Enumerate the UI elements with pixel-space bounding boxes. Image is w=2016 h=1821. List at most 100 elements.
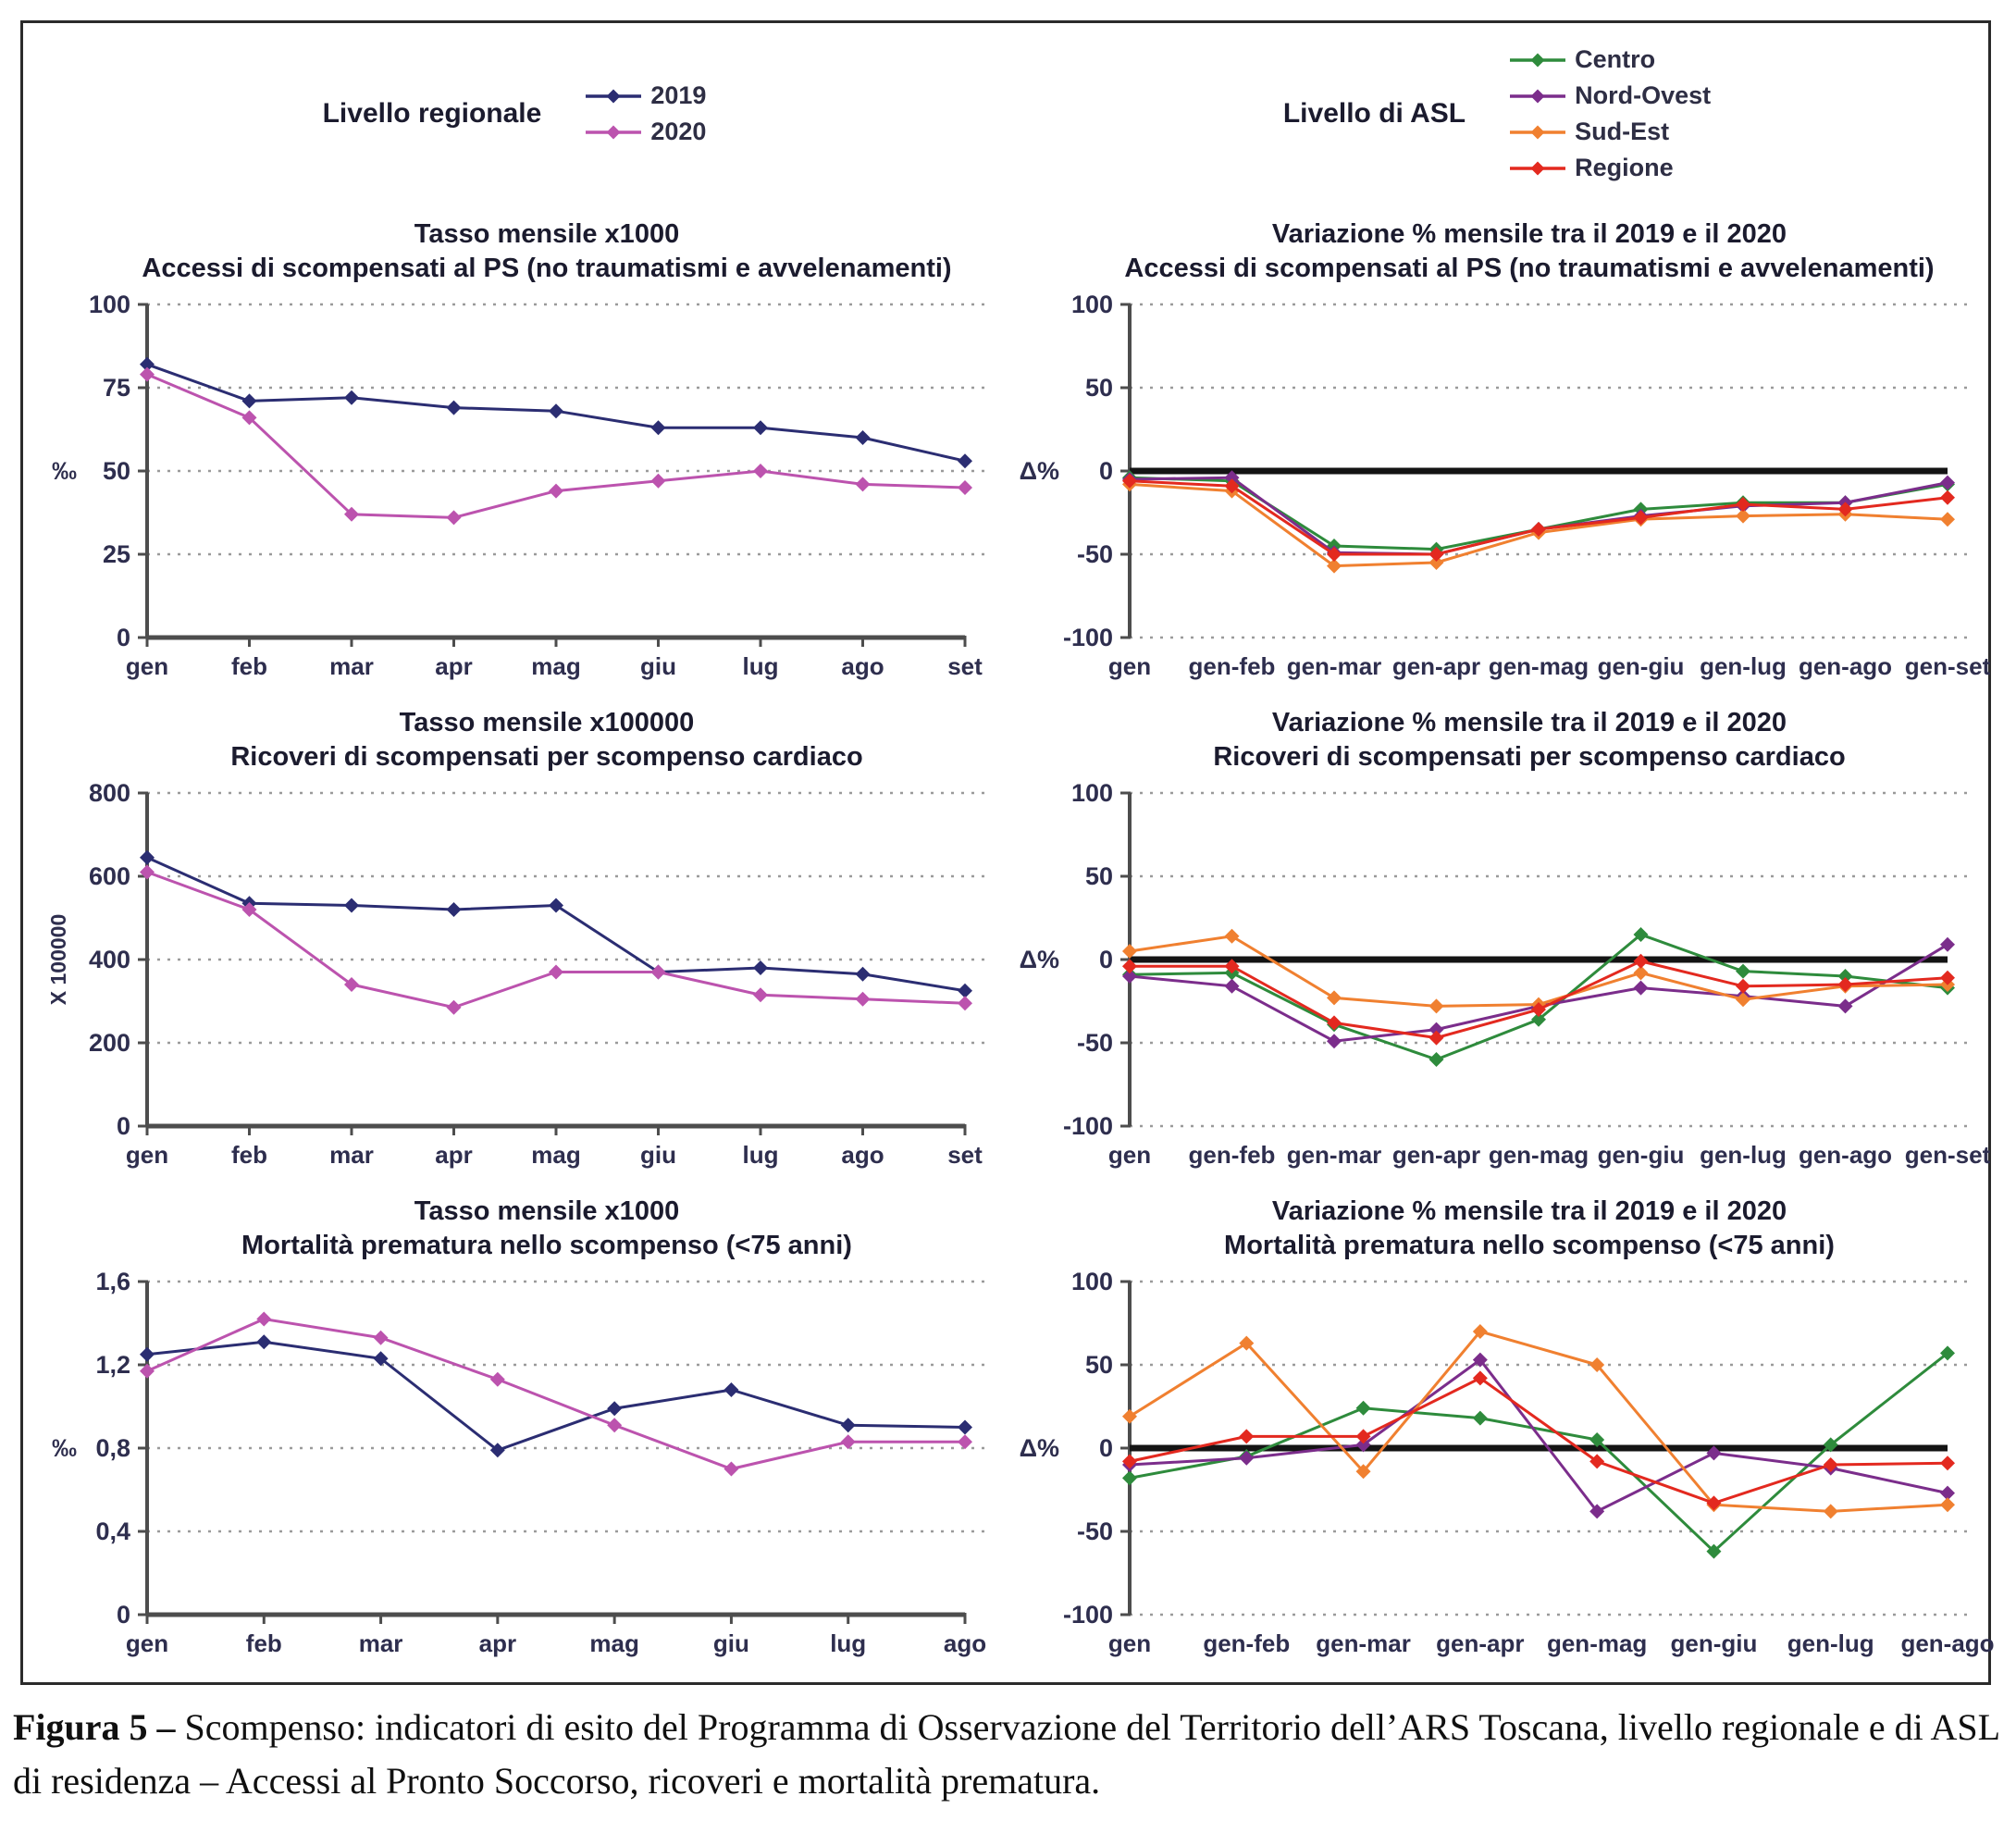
svg-text:gen-mar: gen-mar (1316, 1629, 1411, 1657)
svg-text:-50: -50 (1077, 1518, 1113, 1545)
svg-text:-100: -100 (1063, 1112, 1113, 1140)
chart-title: Variazione % mensile tra il 2019 e il 20… (1148, 706, 1845, 776)
svg-text:-100: -100 (1063, 624, 1113, 651)
svg-text:400: 400 (89, 946, 130, 973)
svg-text:gen-ago: gen-ago (1799, 652, 1892, 680)
svg-text:0,8: 0,8 (95, 1434, 130, 1462)
legend-line-marker-icon (1510, 89, 1566, 103)
svg-text:-50: -50 (1077, 540, 1113, 568)
svg-text:gen-lug: gen-lug (1700, 1141, 1787, 1169)
svg-text:gen-feb: gen-feb (1189, 1141, 1276, 1169)
chart-accessi-ps-variazione-plot: -100 -50 0 50 100 Δ% gen gen-feb gen-mar gen-apr g… (1020, 291, 1991, 680)
legend-item-2020: 2020 (584, 118, 706, 146)
legend-item-label: Nord-Ovest (1575, 81, 1712, 109)
svg-text:gen-lug: gen-lug (1700, 652, 1787, 680)
svg-text:gen-mar: gen-mar (1287, 652, 1382, 680)
svg-text:mag: mag (589, 1629, 638, 1657)
svg-text:0: 0 (1099, 946, 1113, 973)
svg-text:gen-set: gen-set (1905, 1141, 1991, 1169)
chart-title-line1: Variazione % mensile tra il 2019 e il 20… (1271, 1196, 1787, 1226)
legend-regionale: Livello regionale 2019 2020 (23, 23, 1006, 204)
chart-ricoveri-variazione: Variazione % mensile tra il 2019 e il 20… (1006, 693, 1991, 1182)
chart-title-line2: Ricoveri di scompensati per scompenso ca… (230, 742, 863, 773)
svg-text:gen-ago: gen-ago (1799, 1141, 1892, 1169)
svg-text:lug: lug (830, 1629, 866, 1657)
svg-text:100: 100 (1071, 1268, 1113, 1295)
chart-accessi-ps-variazione: Variazione % mensile tra il 2019 e il 20… (1006, 204, 1991, 693)
svg-text:gen-mag: gen-mag (1489, 1141, 1589, 1169)
svg-text:gen: gen (126, 1141, 168, 1169)
svg-text:600: 600 (89, 862, 130, 890)
svg-text:-50: -50 (1077, 1029, 1113, 1057)
chart-title-line2: Accessi di scompensati al PS (no traumat… (142, 254, 952, 284)
svg-text:25: 25 (103, 540, 130, 568)
chart-mortalita-variazione: Variazione % mensile tra il 2019 e il 20… (1006, 1182, 1995, 1670)
chart-accessi-ps-tasso: Tasso mensile x1000 Accessi di scompensa… (23, 204, 1006, 693)
svg-text:giu: giu (640, 1141, 676, 1169)
svg-text:1,2: 1,2 (95, 1351, 130, 1379)
svg-text:gen: gen (1108, 1629, 1151, 1657)
svg-text:gen: gen (1108, 652, 1151, 680)
svg-text:0,4: 0,4 (95, 1518, 130, 1545)
svg-text:0: 0 (117, 1112, 130, 1140)
legend-line-marker-icon (1510, 161, 1566, 175)
svg-text:mag: mag (531, 652, 580, 680)
svg-text:Δ%: Δ% (1020, 1434, 1059, 1462)
svg-text:‰: ‰ (52, 457, 77, 485)
svg-text:800: 800 (89, 779, 130, 807)
legend-item-label: 2020 (650, 118, 707, 145)
svg-text:0: 0 (1099, 457, 1113, 485)
chart-mortalita-variazione-plot: -100 -50 0 50 100 Δ% gen gen-feb gen-mar gen-apr g… (1020, 1268, 1995, 1657)
svg-text:200: 200 (89, 1029, 130, 1057)
svg-text:feb: feb (231, 1141, 267, 1169)
chart-title-line1: Tasso mensile x100000 (399, 708, 695, 737)
chart-ricoveri-variazione-plot: -100 -50 0 50 100 Δ% gen gen-feb gen-mar gen-apr g… (1020, 779, 1991, 1169)
legend-item-2019: 2019 (584, 81, 706, 110)
svg-text:gen: gen (126, 1629, 168, 1657)
svg-text:‰: ‰ (52, 1434, 77, 1462)
svg-text:gen: gen (126, 652, 168, 680)
svg-text:mag: mag (531, 1141, 580, 1169)
chart-title: Tasso mensile x100000 Ricoveri di scompe… (166, 706, 862, 776)
svg-text:0: 0 (1099, 1434, 1113, 1462)
svg-text:gen-giu: gen-giu (1670, 1629, 1757, 1657)
legend-row: Livello regionale 2019 2020 Livello di AS… (23, 23, 1988, 204)
svg-text:apr: apr (435, 652, 472, 680)
chart-mortalita-tasso-plot: 0 0,4 0,8 1,2 1,6 ‰ gen feb mar apr mag giu lug ago (52, 1268, 986, 1657)
chart-title: Tasso mensile x1000 Accessi di scompensa… (77, 217, 951, 288)
svg-text:giu: giu (640, 652, 676, 680)
svg-text:gen-apr: gen-apr (1436, 1629, 1524, 1657)
svg-text:giu: giu (713, 1629, 749, 1657)
svg-text:gen-feb: gen-feb (1203, 1629, 1290, 1657)
svg-text:set: set (947, 1141, 983, 1169)
svg-text:0: 0 (117, 624, 130, 651)
svg-text:gen-giu: gen-giu (1598, 1141, 1685, 1169)
legend-right-title: Livello di ASL (1282, 98, 1466, 129)
chart-title: Tasso mensile x1000 Mortalità prematura … (177, 1195, 852, 1265)
legend-item-label: Regione (1575, 154, 1674, 181)
chart-title-line1: Tasso mensile x1000 (414, 219, 680, 249)
svg-text:gen-mar: gen-mar (1287, 1141, 1382, 1169)
legend-item-regione: Regione (1508, 154, 1711, 182)
legend-item-sud-est: Sud-Est (1508, 118, 1711, 146)
svg-text:ago: ago (841, 652, 884, 680)
svg-text:mar: mar (329, 1141, 374, 1169)
svg-text:Δ%: Δ% (1020, 457, 1059, 485)
svg-text:gen-feb: gen-feb (1189, 652, 1276, 680)
charts-grid: Tasso mensile x1000 Accessi di scompensa… (23, 204, 1995, 1670)
legend-item-label: Sud-Est (1575, 118, 1670, 145)
svg-text:feb: feb (246, 1629, 282, 1657)
svg-text:0: 0 (117, 1601, 130, 1629)
chart-title-line2: Ricoveri di scompensati per scompenso ca… (1213, 742, 1846, 773)
chart-title-line2: Mortalità prematura nello scompenso (<75… (1224, 1231, 1835, 1261)
legend-line-marker-icon (586, 89, 642, 103)
svg-text:ago: ago (944, 1629, 986, 1657)
svg-text:gen-apr: gen-apr (1392, 652, 1480, 680)
svg-text:set: set (947, 652, 983, 680)
svg-text:X 100000: X 100000 (46, 914, 70, 1005)
chart-title: Variazione % mensile tra il 2019 e il 20… (1059, 217, 1934, 288)
svg-text:apr: apr (435, 1141, 472, 1169)
figure-caption-label: Figura 5 – (13, 1706, 185, 1748)
svg-text:50: 50 (103, 457, 130, 485)
svg-text:lug: lug (743, 652, 779, 680)
